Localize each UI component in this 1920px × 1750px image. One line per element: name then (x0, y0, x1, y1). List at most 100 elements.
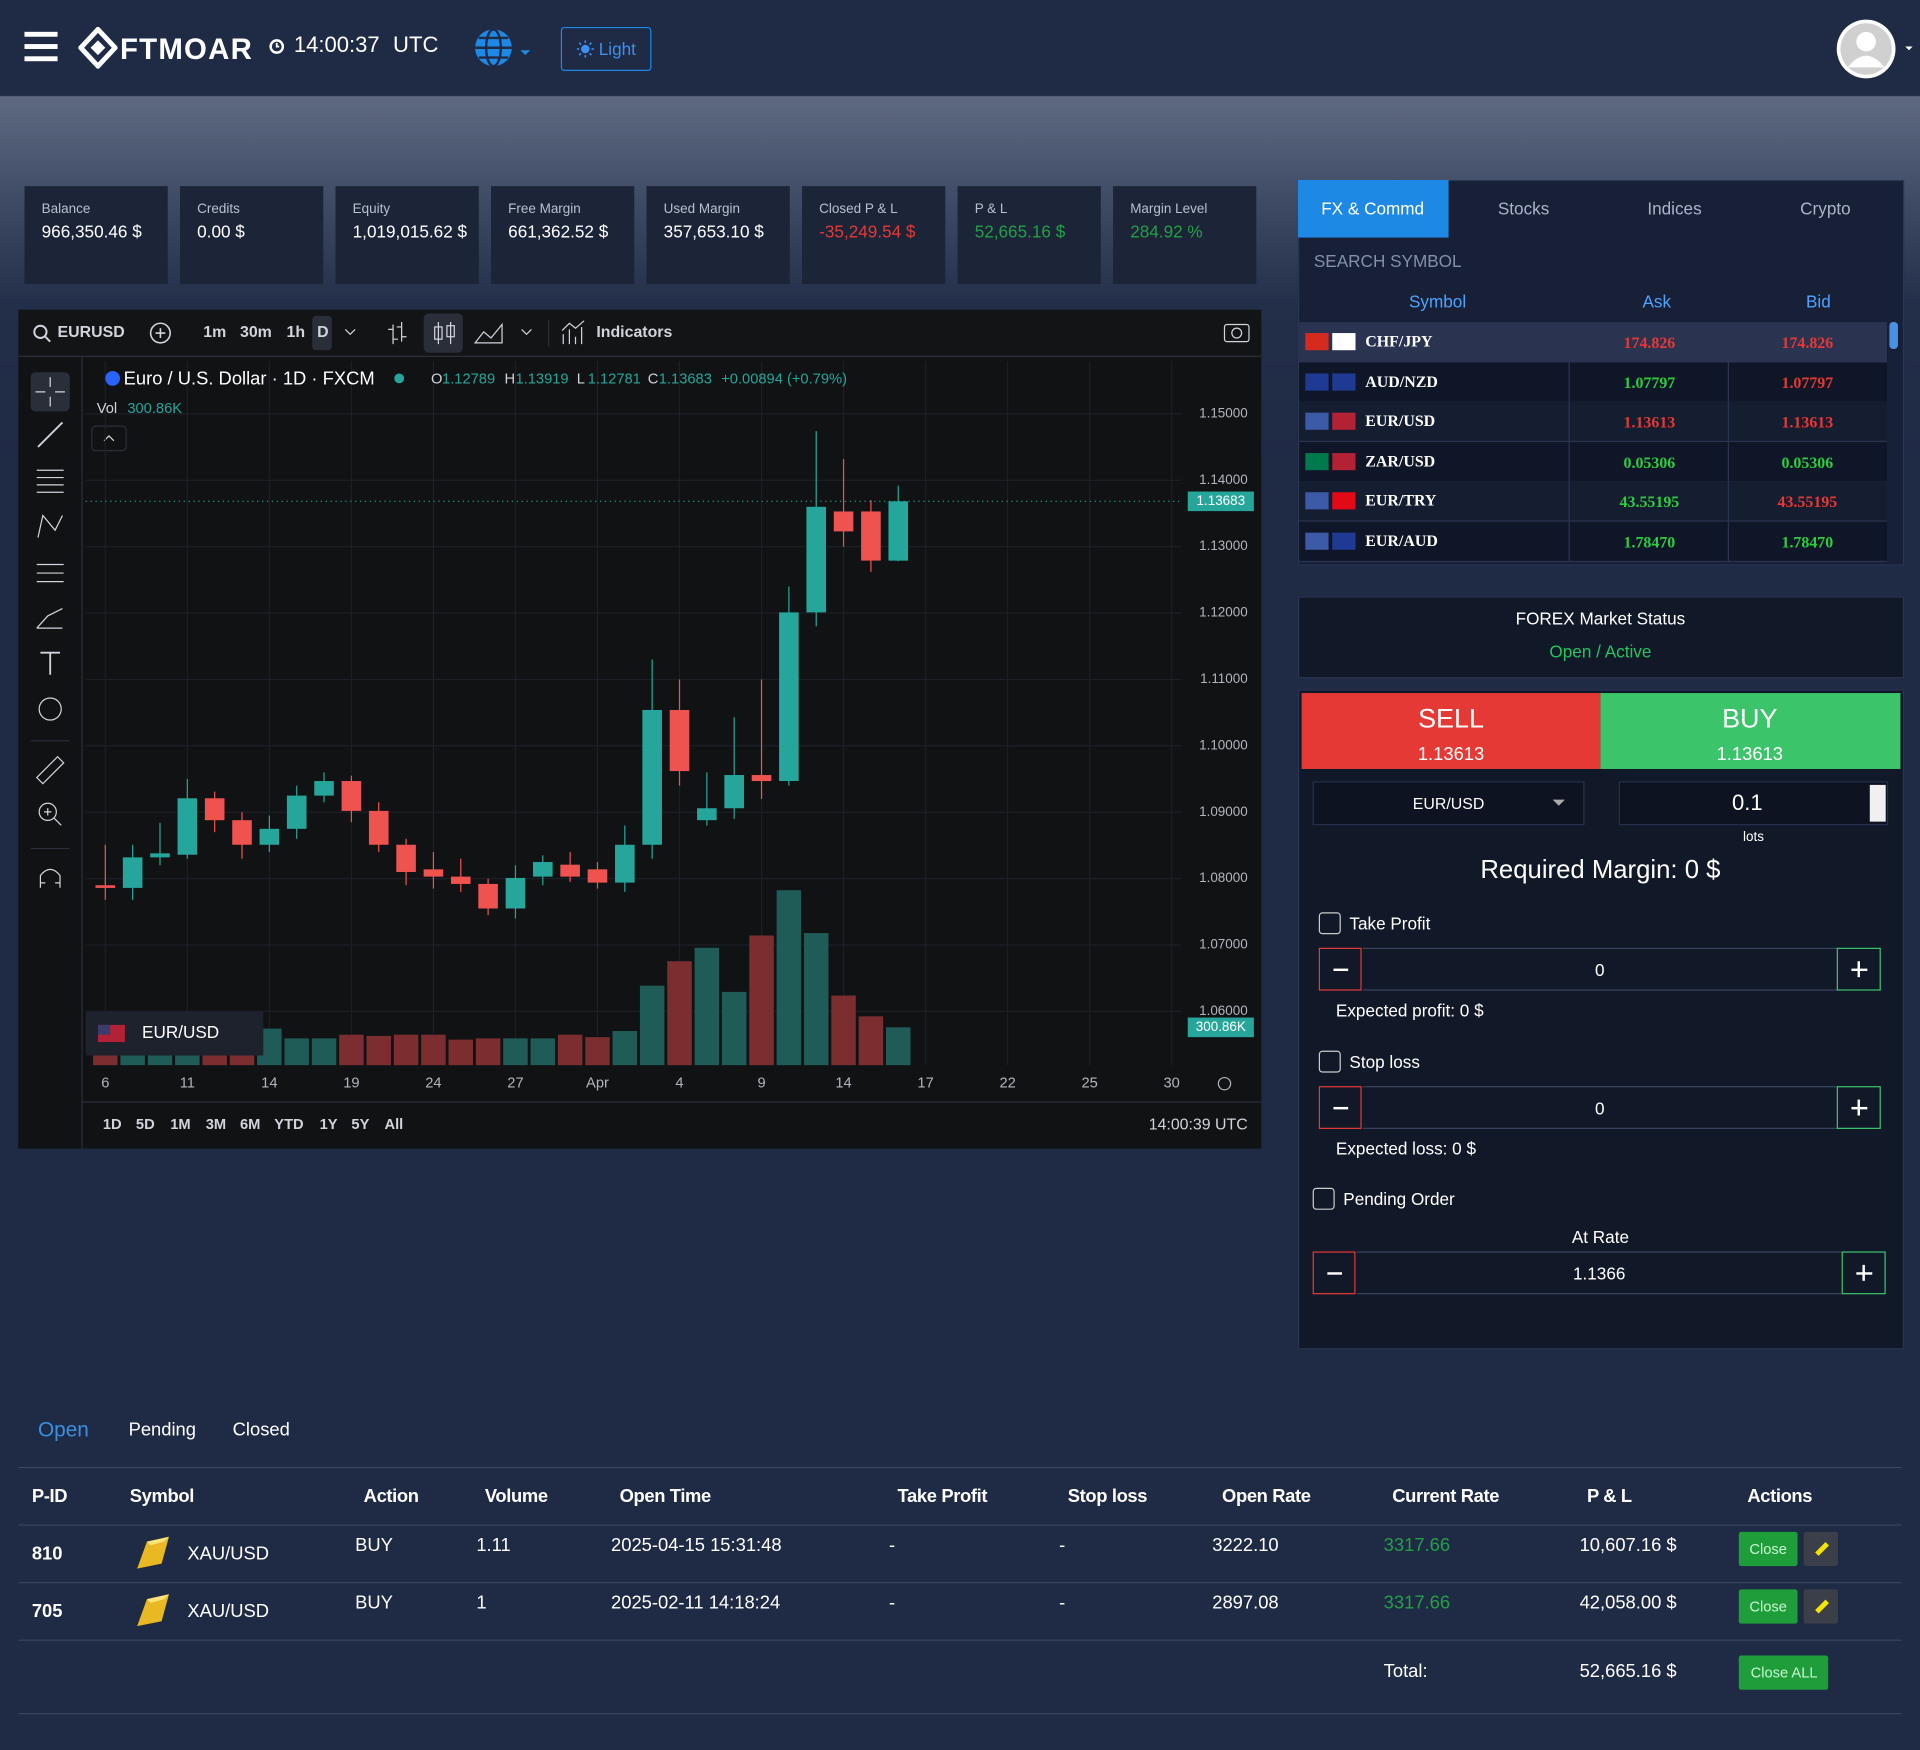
minus-button[interactable] (1318, 947, 1362, 991)
trendline-tool[interactable] (37, 421, 64, 448)
watchlist-tab[interactable]: Indices (1600, 180, 1751, 238)
value-input[interactable]: 1.1366 (1356, 1251, 1842, 1295)
x-tick-label: Apr (586, 1076, 609, 1092)
positions-tab[interactable]: Closed (232, 1419, 290, 1441)
x-tick-label: 25 (1081, 1076, 1097, 1092)
minus-button[interactable] (1318, 1086, 1362, 1129)
indicators-icon[interactable] (561, 320, 585, 345)
add-symbol[interactable] (149, 322, 172, 344)
checkbox-label: Stop loss (1349, 1051, 1420, 1072)
plus-button[interactable] (1841, 1251, 1886, 1295)
area-style[interactable] (473, 322, 503, 344)
language-globe[interactable] (473, 27, 534, 69)
theme-button[interactable]: Light (560, 26, 652, 72)
lots-input[interactable]: 0.1 (1618, 781, 1889, 826)
candle-body (806, 506, 827, 613)
watchlist-row[interactable]: ZAR/USD 0.05306 0.05306 (1299, 441, 1887, 482)
candle-style[interactable] (423, 313, 463, 353)
volume-bar (612, 1031, 638, 1066)
brush-tool[interactable] (36, 608, 63, 629)
crosshair-tool[interactable] (30, 372, 70, 412)
chart-symbol[interactable]: EURUSD (58, 324, 125, 341)
edit-button[interactable] (1803, 1589, 1838, 1624)
checkbox[interactable] (1318, 1050, 1341, 1073)
plus-icon (1857, 1099, 1861, 1116)
range-button: All (384, 1117, 403, 1133)
watchlist-row[interactable]: AUD/NZD 1.07797 1.07797 (1299, 361, 1887, 403)
sell-button[interactable]: SELL 1.13613 (1301, 693, 1601, 769)
row-divider (1727, 441, 1729, 481)
legend-flag (97, 1024, 111, 1035)
minus-button[interactable] (1312, 1251, 1356, 1295)
table-header: Volume (484, 1485, 548, 1507)
lots-spinner[interactable] (1869, 784, 1886, 822)
measure-tool[interactable] (35, 755, 65, 785)
snapshot-icon[interactable] (1223, 323, 1250, 343)
user-avatar[interactable] (1834, 17, 1917, 81)
search-input[interactable]: SEARCH SYMBOL (1313, 251, 1462, 271)
watchlist-tab[interactable]: Stocks (1449, 180, 1600, 238)
text-tool[interactable] (40, 651, 61, 675)
close-button[interactable]: Close (1738, 1531, 1798, 1567)
volume-tag (1187, 1017, 1254, 1038)
style-menu[interactable] (521, 328, 532, 336)
cell: - (1059, 1592, 1066, 1614)
search-icon[interactable] (33, 324, 48, 339)
watchlist-row[interactable]: CHF/JPY 174.826 174.826 (1299, 322, 1887, 363)
cell: 3317.66 (1383, 1592, 1451, 1614)
edit-button[interactable] (1803, 1531, 1838, 1567)
minus-icon (1333, 1106, 1349, 1110)
collapse-button[interactable] (91, 425, 127, 452)
candle-body (615, 844, 635, 883)
ask-price: 1.07797 (1623, 372, 1676, 392)
interval-menu[interactable] (344, 328, 356, 336)
positions-tab[interactable]: Pending (128, 1419, 196, 1441)
close-all-button[interactable]: Close ALL (1738, 1655, 1829, 1690)
gold-icon (137, 1594, 169, 1627)
row-divider (1568, 322, 1570, 362)
pair-symbol: EUR/TRY (1365, 491, 1437, 510)
y-tick-label: 1.11000 (1200, 671, 1248, 686)
watchlist-row[interactable]: EUR/TRY 43.55195 43.55195 (1299, 481, 1887, 522)
candle-body (751, 775, 772, 782)
fib-tool[interactable] (36, 469, 64, 493)
zoom-tool[interactable] (38, 802, 57, 822)
cell: - (888, 1534, 896, 1556)
menu-icon[interactable] (22, 29, 61, 66)
watchlist-row[interactable]: EUR/USD 1.13613 1.13613 (1299, 401, 1887, 443)
plus-button[interactable] (1836, 947, 1881, 991)
value-input[interactable]: 0 (1362, 1086, 1837, 1129)
cell: - (1059, 1534, 1066, 1556)
watchlist-tab[interactable]: FX & Commd (1297, 180, 1449, 238)
account-card: Balance 966,350.46 $ (24, 186, 168, 285)
buy-button[interactable]: BUY 1.13613 (1600, 693, 1901, 769)
bar-style[interactable] (388, 322, 407, 345)
watchlist-row[interactable]: EUR/AUD 1.78470 1.78470 (1299, 521, 1887, 562)
x-tick-label: 19 (343, 1076, 359, 1092)
volume-bar (530, 1038, 556, 1066)
close-button[interactable]: Close (1738, 1589, 1798, 1624)
y-tick-label: 1.15000 (1199, 405, 1248, 420)
flag (1332, 372, 1356, 391)
pattern-tool[interactable] (37, 514, 63, 538)
x-tick-label: 11 (180, 1076, 195, 1092)
pair-symbol: ZAR/USD (1365, 451, 1436, 470)
bid-price: 1.07797 (1781, 372, 1834, 392)
candle-body (450, 876, 471, 884)
checkbox[interactable] (1312, 1187, 1335, 1210)
ask-price: 1.13613 (1623, 412, 1676, 432)
account-label: Credits (197, 202, 240, 217)
indicators-button[interactable]: Indicators (596, 324, 672, 341)
positions-tab[interactable]: Open (37, 1417, 89, 1442)
value-input[interactable]: 0 (1362, 947, 1837, 991)
magnet-tool[interactable] (39, 868, 61, 888)
symbol-select[interactable]: EUR/USD (1312, 781, 1585, 826)
plus-button[interactable] (1836, 1086, 1881, 1129)
watchlist-tab[interactable]: Crypto (1751, 180, 1902, 238)
forecast-tool[interactable] (36, 563, 64, 583)
account-value: 52,665.16 $ (974, 221, 1066, 242)
volume-tag-label: 300.86K (1196, 1019, 1246, 1034)
row-divider (1568, 401, 1570, 441)
emoji-tool[interactable] (38, 697, 62, 721)
checkbox[interactable] (1318, 912, 1341, 935)
